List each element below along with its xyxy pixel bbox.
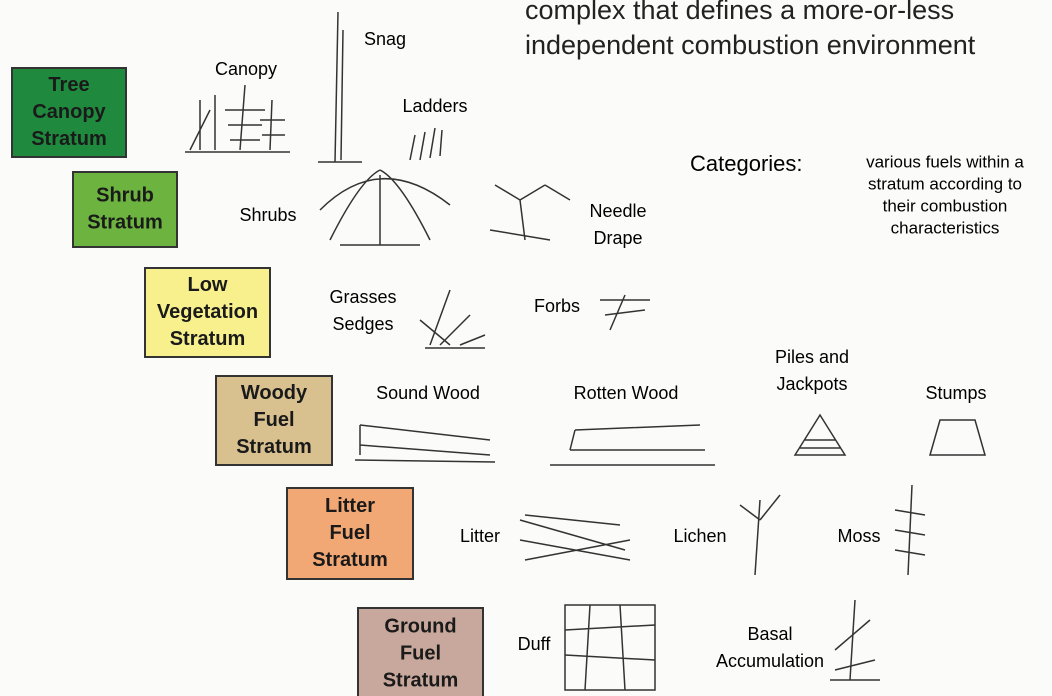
stratum-label: Fuel bbox=[329, 522, 370, 544]
stratum-box bbox=[73, 172, 177, 247]
stratum-label: Stratum bbox=[236, 436, 312, 458]
stratum-label: Shrub bbox=[96, 184, 154, 206]
fuel-category-label: Rotten Wood bbox=[574, 383, 679, 403]
fuel-category-label: Moss bbox=[837, 526, 880, 546]
stratum-label: Ground bbox=[384, 615, 456, 637]
fuel-category-label: Piles and bbox=[775, 347, 849, 367]
fuel-category-label: Needle bbox=[589, 201, 646, 221]
categories-description: their combustion bbox=[883, 196, 1008, 215]
stratum-label: Stratum bbox=[87, 211, 163, 233]
header-line: complex that defines a more-or-less bbox=[525, 0, 954, 25]
fuel-category-label: Ladders bbox=[402, 96, 467, 116]
header-line: independent combustion environment bbox=[525, 30, 976, 60]
stratum-label: Litter bbox=[325, 495, 375, 517]
diagram: complex that defines a more-or-less indep… bbox=[0, 0, 1052, 696]
stratum-label: Stratum bbox=[170, 328, 246, 350]
fuel-category-label: Forbs bbox=[534, 296, 580, 316]
fuel-category-label: Shrubs bbox=[239, 205, 296, 225]
fuel-category-label: Duff bbox=[518, 634, 552, 654]
fuel-category-label: Drape bbox=[593, 228, 642, 248]
page: complex that defines a more-or-less indep… bbox=[0, 0, 1052, 696]
fuel-category-label: Sedges bbox=[332, 314, 393, 334]
fuel-category-label: Jackpots bbox=[776, 374, 847, 394]
stratum-label: Fuel bbox=[253, 409, 294, 431]
stratum-label: Tree bbox=[48, 74, 89, 96]
fuel-category-label: Lichen bbox=[673, 526, 726, 546]
fuel-category-label: Litter bbox=[460, 526, 500, 546]
stratum-label: Stratum bbox=[31, 128, 107, 150]
stratum-label: Canopy bbox=[32, 101, 106, 123]
fuel-category-label: Accumulation bbox=[716, 651, 824, 671]
categories-description: stratum according to bbox=[868, 174, 1022, 193]
categories-description: characteristics bbox=[891, 218, 1000, 237]
stratum-label: Low bbox=[188, 274, 228, 296]
stratum-label: Stratum bbox=[383, 669, 459, 691]
stratum-label: Fuel bbox=[400, 642, 441, 664]
categories-description: various fuels within a bbox=[866, 152, 1024, 171]
fuel-category-label: Snag bbox=[364, 29, 406, 49]
fuel-category-label: Grasses bbox=[329, 287, 396, 307]
fuel-category-label: Sound Wood bbox=[376, 383, 480, 403]
categories-label: Categories: bbox=[690, 151, 803, 176]
stratum-label: Woody bbox=[241, 382, 308, 404]
stratum-label: Vegetation bbox=[157, 301, 258, 323]
fuel-category-label: Canopy bbox=[215, 59, 277, 79]
fuel-category-label: Stumps bbox=[925, 383, 986, 403]
fuel-category-label: Basal bbox=[747, 624, 792, 644]
stratum-label: Stratum bbox=[312, 549, 388, 571]
